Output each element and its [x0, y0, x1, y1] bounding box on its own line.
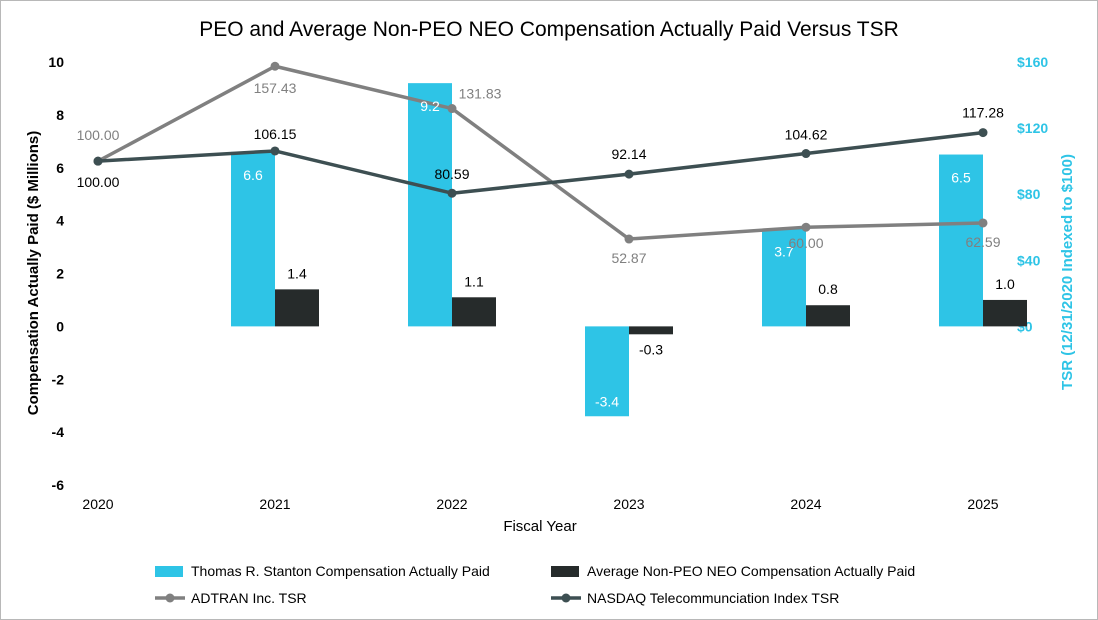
nasdaq-tsr-line — [97, 130, 984, 195]
bars-group — [231, 83, 1027, 417]
nasdaq-tsr-label: 80.59 — [434, 166, 469, 182]
legend-label-adtran: ADTRAN Inc. TSR — [191, 590, 307, 606]
peo-bar-label: 3.7 — [774, 244, 794, 260]
adtran-tsr-marker — [801, 222, 811, 232]
adtran-tsr-marker — [447, 104, 457, 114]
neo-bar-label: 1.1 — [464, 273, 484, 289]
x-tick-label: 2023 — [613, 496, 644, 512]
nasdaq-tsr-marker — [978, 128, 988, 138]
lines-group — [93, 61, 988, 244]
neo-bar-label: 1.0 — [995, 276, 1015, 292]
chart-title: PEO and Average Non-PEO NEO Compensation… — [199, 18, 899, 41]
legend-label-nasdaq: NASDAQ Telecommunciation Index TSR — [587, 590, 839, 606]
adtran-tsr-marker — [270, 61, 280, 71]
peo-bar-label: 6.5 — [951, 170, 971, 186]
neo-bar — [629, 326, 673, 335]
y-tick-label: 8 — [56, 107, 64, 123]
neo-bar-label: 0.8 — [818, 281, 838, 297]
nasdaq-tsr-marker — [801, 149, 811, 159]
x-tick-label: 2020 — [82, 496, 113, 512]
neo-bar — [275, 289, 319, 327]
y-tick-label: 4 — [56, 213, 64, 229]
adtran-tsr-label: 52.87 — [611, 250, 646, 266]
adtran-tsr-label: 60.00 — [788, 235, 823, 251]
legend-swatch-peo — [155, 566, 183, 577]
adtran-tsr-label: 157.43 — [254, 80, 297, 96]
y-tick-label: -2 — [52, 371, 65, 387]
adtran-tsr-line — [97, 64, 984, 241]
peo-bar — [231, 151, 275, 327]
y-axis-right: $160$120$80$40$0 — [1017, 54, 1048, 334]
neo-bar — [806, 305, 850, 327]
neo-bar — [983, 299, 1027, 327]
neo-bar — [452, 297, 496, 327]
nasdaq-tsr-marker — [447, 188, 457, 198]
y2-tick-label: $80 — [1017, 186, 1041, 202]
y-axis-title: Compensation Actually Paid ($ Millions) — [25, 131, 42, 415]
adtran-tsr-label: 131.83 — [459, 86, 502, 102]
peo-bar-label: -3.4 — [595, 393, 619, 409]
y2-tick-label: $120 — [1017, 120, 1048, 136]
nasdaq-tsr-label: 104.62 — [785, 127, 828, 143]
legend-marker-adtran — [165, 593, 175, 603]
legend-label-peo: Thomas R. Stanton Compensation Actually … — [191, 563, 490, 579]
y-tick-label: -6 — [52, 477, 65, 493]
adtran-tsr-label: 100.00 — [77, 127, 120, 143]
adtran-tsr-marker — [978, 218, 988, 228]
neo-bar-label: 1.4 — [287, 265, 307, 281]
data-labels-group: 6.6 9.2 -3.4 3.7 6.5 1.4 1.1 -0.3 0.8 1.0 100.00 15… — [77, 80, 1015, 409]
x-axis: 2020 2021 2022 2023 2024 2025 — [82, 496, 998, 512]
neo-bar-label: -0.3 — [639, 341, 663, 357]
nasdaq-tsr-marker — [624, 169, 634, 179]
x-tick-label: 2022 — [436, 496, 467, 512]
peo-bar — [585, 326, 629, 417]
x-axis-title: Fiscal Year — [503, 518, 576, 535]
nasdaq-tsr-marker — [93, 156, 103, 166]
peo-bar — [939, 154, 983, 327]
nasdaq-tsr-label: 92.14 — [611, 146, 646, 162]
x-tick-label: 2025 — [967, 496, 998, 512]
peo-bar-label: 9.2 — [420, 98, 440, 114]
legend: Thomas R. Stanton Compensation Actually … — [155, 563, 915, 606]
legend-swatch-neo — [551, 566, 579, 577]
y-axis-left: 10 8 6 4 2 0 -2 -4 -6 — [48, 54, 64, 493]
y2-tick-label: $40 — [1017, 252, 1041, 268]
x-tick-label: 2021 — [259, 496, 290, 512]
legend-label-neo: Average Non-PEO NEO Compensation Actuall… — [587, 563, 915, 579]
y2-axis-title: TSR (12/31/2020 Indexed to $100) — [1059, 154, 1076, 390]
adtran-tsr-marker — [624, 234, 634, 244]
nasdaq-tsr-label: 100.00 — [77, 174, 120, 190]
peo-bar — [408, 83, 452, 327]
y-tick-label: 6 — [56, 160, 64, 176]
nasdaq-tsr-label: 117.28 — [962, 105, 1004, 121]
nasdaq-tsr-label: 106.15 — [254, 126, 297, 142]
nasdaq-tsr-marker — [270, 146, 280, 156]
peo-bar-label: 6.6 — [243, 167, 263, 183]
legend-marker-nasdaq — [561, 593, 571, 603]
y-tick-label: -4 — [52, 424, 65, 440]
adtran-tsr-label: 62.59 — [965, 234, 1000, 250]
y-tick-label: 0 — [56, 318, 64, 334]
y-tick-label: 10 — [48, 54, 64, 70]
peo-bar — [762, 228, 806, 327]
y2-tick-label: $160 — [1017, 54, 1048, 70]
x-tick-label: 2024 — [790, 496, 821, 512]
y-tick-label: 2 — [56, 266, 64, 282]
